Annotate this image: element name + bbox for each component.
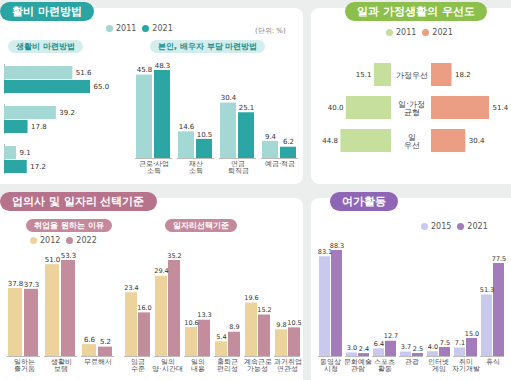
svg-text:16.0: 16.0 <box>137 304 151 312</box>
html-text:일자리선택기준: 일자리선택기준 <box>173 221 229 230</box>
svg-text:10.5: 10.5 <box>287 319 301 327</box>
svg-text:53.3: 53.3 <box>61 252 77 260</box>
html-text:활비 마련방법: 활비 마련방법 <box>12 5 82 18</box>
html-text:(단위: %): (단위: %) <box>255 27 286 35</box>
html-text:생활비 마련방법: 생활비 마련방법 <box>16 42 75 51</box>
svg-text:재산소득: 재산소득 <box>189 160 203 175</box>
svg-text:8.9: 8.9 <box>229 323 239 331</box>
svg-text:연금퇴직금: 연금퇴직금 <box>228 160 249 175</box>
html-text:취업을 원하는 이유: 취업을 원하는 이유 <box>34 221 104 230</box>
svg-text:35.2: 35.2 <box>167 252 181 260</box>
svg-text:19.6: 19.6 <box>244 294 258 302</box>
svg-text:가정우선: 가정우선 <box>396 71 428 80</box>
svg-text:5.4: 5.4 <box>216 333 226 341</box>
svg-text:12.7: 12.7 <box>384 332 398 340</box>
svg-text:2.5: 2.5 <box>413 345 423 353</box>
svg-text:48.3: 48.3 <box>155 62 171 70</box>
svg-text:44.8: 44.8 <box>322 137 338 145</box>
html-text:2021: 2021 <box>467 222 488 231</box>
svg-text:15.2: 15.2 <box>257 306 271 314</box>
svg-text:29.4: 29.4 <box>154 267 168 275</box>
svg-text:40.0: 40.0 <box>328 104 344 112</box>
svg-text:4.0: 4.0 <box>428 343 438 351</box>
svg-text:9.4: 9.4 <box>265 133 277 141</box>
html-text:2022: 2022 <box>76 236 97 245</box>
svg-text:18.2: 18.2 <box>455 71 471 79</box>
svg-text:39.2: 39.2 <box>59 109 75 117</box>
svg-text:15.0: 15.0 <box>465 330 479 338</box>
html-text:업의사 및 일자리 선택기준: 업의사 및 일자리 선택기준 <box>12 195 145 208</box>
svg-text:7.1: 7.1 <box>455 339 465 347</box>
svg-text:임금수준: 임금수준 <box>131 358 145 373</box>
html-text:2021: 2021 <box>152 24 173 33</box>
svg-text:3.0: 3.0 <box>347 344 357 352</box>
svg-text:10.5: 10.5 <box>197 131 213 139</box>
svg-text:인터넷게임: 인터넷게임 <box>428 358 449 373</box>
svg-text:문화예술관람: 문화예술관람 <box>344 358 372 373</box>
svg-text:9.1: 9.1 <box>20 149 31 157</box>
html-text:2012: 2012 <box>40 236 61 245</box>
svg-text:51.4: 51.4 <box>493 104 509 112</box>
svg-text:10.6: 10.6 <box>184 319 198 327</box>
svg-text:23.4: 23.4 <box>124 284 138 292</box>
svg-text:출퇴근편리성: 출퇴근편리성 <box>217 358 238 373</box>
html-text:2021: 2021 <box>432 28 453 37</box>
svg-text:스포츠활동: 스포츠활동 <box>374 358 395 373</box>
svg-text:일하는즐거움: 일하는즐거움 <box>14 358 35 373</box>
svg-text:6.6: 6.6 <box>84 336 96 344</box>
svg-text:2.4: 2.4 <box>359 345 369 353</box>
svg-text:근로·사업소득: 근로·사업소득 <box>139 160 169 175</box>
svg-text:무료해서: 무료해서 <box>84 358 112 366</box>
svg-text:51.0: 51.0 <box>45 256 61 264</box>
svg-text:일·가정균형: 일·가정균형 <box>398 100 425 117</box>
svg-text:7.5: 7.5 <box>440 339 450 347</box>
svg-text:37.3: 37.3 <box>24 281 40 289</box>
svg-text:30.4: 30.4 <box>469 137 485 145</box>
svg-text:51.3: 51.3 <box>480 286 494 294</box>
html-text:일과 가정생활의 우선도: 일과 가정생활의 우선도 <box>357 5 475 18</box>
svg-text:5.2: 5.2 <box>100 338 111 346</box>
svg-text:일의양·시간대: 일의양·시간대 <box>152 358 182 373</box>
svg-text:88.3: 88.3 <box>330 242 344 250</box>
svg-text:77.5: 77.5 <box>492 255 506 263</box>
svg-text:일의내용: 일의내용 <box>191 358 205 373</box>
svg-text:30.4: 30.4 <box>221 94 237 102</box>
svg-text:17.2: 17.2 <box>30 163 46 171</box>
html-text:본인, 배우자 부담 마련방법: 본인, 배우자 부담 마련방법 <box>158 42 258 51</box>
svg-text:일우선: 일우선 <box>404 133 420 150</box>
svg-text:17.8: 17.8 <box>31 123 47 131</box>
svg-text:계속근로가능성: 계속근로가능성 <box>244 358 272 373</box>
svg-text:65.0: 65.0 <box>94 83 110 91</box>
svg-text:51.6: 51.6 <box>76 69 92 77</box>
html-text:여가활동: 여가활동 <box>342 195 386 208</box>
svg-text:9.8: 9.8 <box>276 321 286 329</box>
svg-text:37.8: 37.8 <box>8 280 24 288</box>
svg-text:취미자기개발: 취미자기개발 <box>452 358 480 373</box>
svg-text:휴식: 휴식 <box>486 358 500 366</box>
svg-text:예금·적금: 예금·적금 <box>265 160 295 168</box>
svg-text:과거취업연관성: 과거취업연관성 <box>274 358 302 373</box>
svg-text:관광: 관광 <box>405 358 419 366</box>
html-text:2011: 2011 <box>116 24 137 33</box>
svg-text:14.6: 14.6 <box>179 123 195 131</box>
svg-text:생활비보탬: 생활비보탬 <box>51 358 72 373</box>
svg-text:83.1: 83.1 <box>317 247 333 256</box>
html-text:2015: 2015 <box>431 222 452 231</box>
html-text:2011: 2011 <box>396 28 417 37</box>
svg-text:6.4: 6.4 <box>374 340 384 348</box>
svg-text:25.1: 25.1 <box>239 104 255 112</box>
svg-text:15.1: 15.1 <box>356 71 372 79</box>
svg-text:6.2: 6.2 <box>283 138 294 146</box>
svg-text:45.8: 45.8 <box>137 66 153 74</box>
svg-text:동영상시청: 동영상시청 <box>320 358 341 373</box>
svg-text:3.7: 3.7 <box>401 343 411 351</box>
svg-text:13.3: 13.3 <box>197 311 211 319</box>
